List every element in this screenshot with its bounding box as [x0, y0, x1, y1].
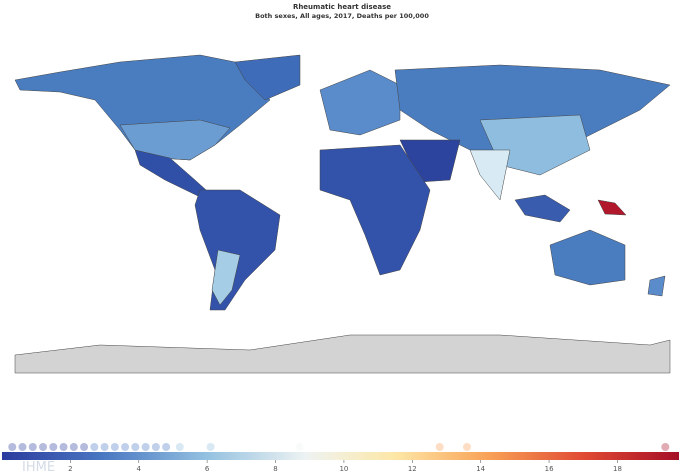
legend-point [175, 443, 184, 451]
legend-point [151, 443, 160, 451]
legend-point [59, 443, 68, 451]
legend-point [295, 443, 304, 451]
australia [549, 229, 626, 286]
greenland [234, 54, 301, 101]
africa [319, 144, 431, 276]
tick-label: 16 [545, 465, 554, 473]
legend-point [28, 443, 37, 451]
new-zealand [647, 275, 666, 297]
europe [319, 69, 401, 136]
legend-point [110, 443, 119, 451]
legend-point [100, 443, 109, 451]
legend-point [435, 443, 444, 451]
title: Rheumatic heart disease [293, 3, 391, 11]
legend-point [463, 443, 472, 451]
papua-new-guinea [597, 199, 627, 216]
legend-point [49, 443, 58, 451]
world-map [14, 54, 671, 374]
subtitle: Both sexes, All ages, 2017, Deaths per 1… [255, 12, 429, 20]
legend-point [90, 443, 99, 451]
tick-label: 4 [137, 465, 142, 473]
color-scale [2, 452, 679, 460]
tick-label: 18 [613, 465, 622, 473]
legend: 2 4 6 8 10 12 14 16 18 [2, 443, 679, 473]
tick-label: 6 [205, 465, 210, 473]
tick-label: 8 [273, 465, 277, 473]
argentina [211, 249, 241, 306]
legend-point [121, 443, 130, 451]
legend-point [80, 443, 89, 451]
tick-label: 10 [339, 465, 348, 473]
legend-point [69, 443, 78, 451]
southeast-asia [514, 194, 571, 223]
legend-point [141, 443, 150, 451]
india [469, 149, 511, 201]
tick-label: 14 [476, 465, 485, 473]
legend-point [8, 443, 17, 451]
tick-label: 12 [408, 465, 417, 473]
antarctica [14, 334, 671, 374]
logo: IHME [22, 460, 55, 475]
tick-label: 2 [68, 465, 72, 473]
legend-point [131, 443, 140, 451]
legend-point [162, 443, 171, 451]
south-america [194, 189, 281, 311]
legend-point [661, 443, 670, 451]
legend-point [206, 443, 215, 451]
legend-point [39, 443, 48, 451]
legend-point [18, 443, 27, 451]
